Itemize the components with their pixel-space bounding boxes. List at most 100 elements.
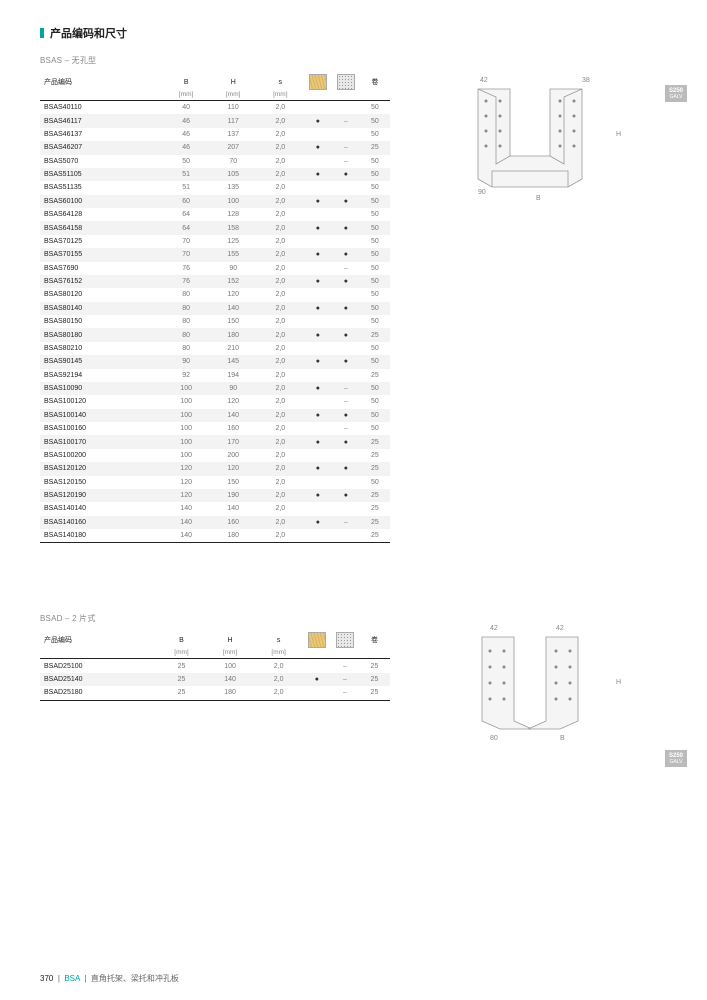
cell-code: BSAS51135	[40, 181, 163, 194]
cell-code: BSAS46137	[40, 128, 163, 141]
cell-conc: ●	[332, 489, 360, 502]
diag1-l2: 38	[582, 77, 590, 84]
cell-wood: ●	[304, 516, 332, 529]
cell-qty: 50	[360, 409, 390, 422]
cell-h: 135	[210, 181, 257, 194]
cell-s: 2,0	[257, 288, 304, 301]
cell-s: 2,0	[257, 141, 304, 154]
table-row: BSAS1401401401402,025	[40, 502, 390, 515]
cell-wood	[304, 208, 332, 221]
cell-qty: 50	[360, 342, 390, 355]
cell-code: BSAS7690	[40, 262, 163, 275]
cell-s: 2,0	[257, 489, 304, 502]
cell-s: 2,0	[257, 449, 304, 462]
table-row: BSAS70125701252,050	[40, 235, 390, 248]
col-h: H	[206, 629, 255, 649]
cell-h: 180	[206, 686, 255, 700]
cell-s: 2,0	[257, 208, 304, 221]
cell-conc: –	[332, 262, 360, 275]
cell-conc	[332, 342, 360, 355]
cell-code: BSAS120150	[40, 476, 163, 489]
diag2-l1: 42	[490, 625, 498, 632]
col-b: B	[163, 71, 210, 91]
table-row: BSAS76152761522,0●●50	[40, 275, 390, 288]
cell-h: 100	[210, 195, 257, 208]
cell-wood: ●	[304, 382, 332, 395]
cell-code: BSAS40110	[40, 101, 163, 115]
cell-b: 92	[163, 369, 210, 382]
table-row: BSAS1201901201902,0●●25	[40, 489, 390, 502]
cell-qty: 50	[360, 275, 390, 288]
cell-code: BSAS80180	[40, 328, 163, 341]
cell-qty: 25	[360, 141, 390, 154]
cell-code: BSAS90145	[40, 355, 163, 368]
cell-b: 80	[163, 288, 210, 301]
cell-h: 90	[210, 262, 257, 275]
table-row: BSAS10090100902,0●–50	[40, 382, 390, 395]
cell-conc: ●	[332, 168, 360, 181]
diag2-h: H	[616, 679, 621, 686]
cell-wood	[304, 342, 332, 355]
cell-code: BSAS80210	[40, 342, 163, 355]
diag1-b: B	[536, 195, 541, 202]
cell-s: 2,0	[257, 248, 304, 261]
cell-h: 120	[210, 395, 257, 408]
table-row: BSAS769076902,0–50	[40, 262, 390, 275]
cell-h: 158	[210, 221, 257, 234]
cell-qty: 50	[360, 248, 390, 261]
table-row: BSAS40110401102,050	[40, 101, 390, 115]
cell-wood	[304, 422, 332, 435]
col-b: B	[157, 629, 206, 649]
table-row: BSAS1001601001602,0–50	[40, 422, 390, 435]
cell-h: 150	[210, 315, 257, 328]
cell-wood	[303, 686, 331, 700]
cell-conc: –	[332, 516, 360, 529]
diag1-l1: 42	[480, 77, 488, 84]
cell-code: BSAS10090	[40, 382, 163, 395]
cell-s: 2,0	[257, 409, 304, 422]
cell-wood: ●	[303, 673, 331, 686]
cell-conc: ●	[332, 462, 360, 475]
cell-code: BSAS51105	[40, 168, 163, 181]
cell-b: 100	[163, 382, 210, 395]
table-row: BSAS92194921942,025	[40, 369, 390, 382]
cell-wood: ●	[304, 221, 332, 234]
cell-b: 140	[163, 516, 210, 529]
table-row: BSAS1002001002002,025	[40, 449, 390, 462]
cell-conc: ●	[332, 195, 360, 208]
cell-conc	[332, 369, 360, 382]
cell-h: 110	[210, 101, 257, 115]
cell-wood	[304, 502, 332, 515]
cell-b: 46	[163, 128, 210, 141]
table-row: BSAS1201501201502,050	[40, 476, 390, 489]
table-row: BSAS70155701552,0●●50	[40, 248, 390, 261]
page-footer: 370 | BSA | 直角托架、梁托和冲孔板	[40, 973, 179, 984]
page-number: 370	[40, 974, 53, 983]
cell-qty: 50	[360, 476, 390, 489]
col-wood-icon	[303, 629, 331, 649]
cell-s: 2,0	[257, 181, 304, 194]
cell-b: 80	[163, 342, 210, 355]
cell-h: 128	[210, 208, 257, 221]
cell-qty: 25	[360, 462, 390, 475]
table-row: BSAS1001701001702,0●●25	[40, 435, 390, 448]
cell-b: 140	[163, 502, 210, 515]
cell-s: 2,0	[257, 114, 304, 127]
cell-b: 70	[163, 235, 210, 248]
cell-wood	[304, 181, 332, 194]
cell-qty: 50	[360, 288, 390, 301]
col-wood-icon	[304, 71, 332, 91]
cell-conc	[332, 235, 360, 248]
cell-code: BSAS60100	[40, 195, 163, 208]
cell-qty: 25	[360, 529, 390, 543]
cell-s: 2,0	[257, 168, 304, 181]
cell-s: 2,0	[254, 686, 303, 700]
diag2-b: B	[560, 735, 565, 742]
cell-s: 2,0	[257, 529, 304, 543]
cell-wood	[304, 476, 332, 489]
table-bsad: 产品编码 B H s 卷 [mm] [mm] [mm]	[40, 629, 390, 700]
cell-code: BSAD25100	[40, 659, 157, 673]
cell-s: 2,0	[257, 302, 304, 315]
cell-wood	[304, 369, 332, 382]
cell-h: 180	[210, 529, 257, 543]
